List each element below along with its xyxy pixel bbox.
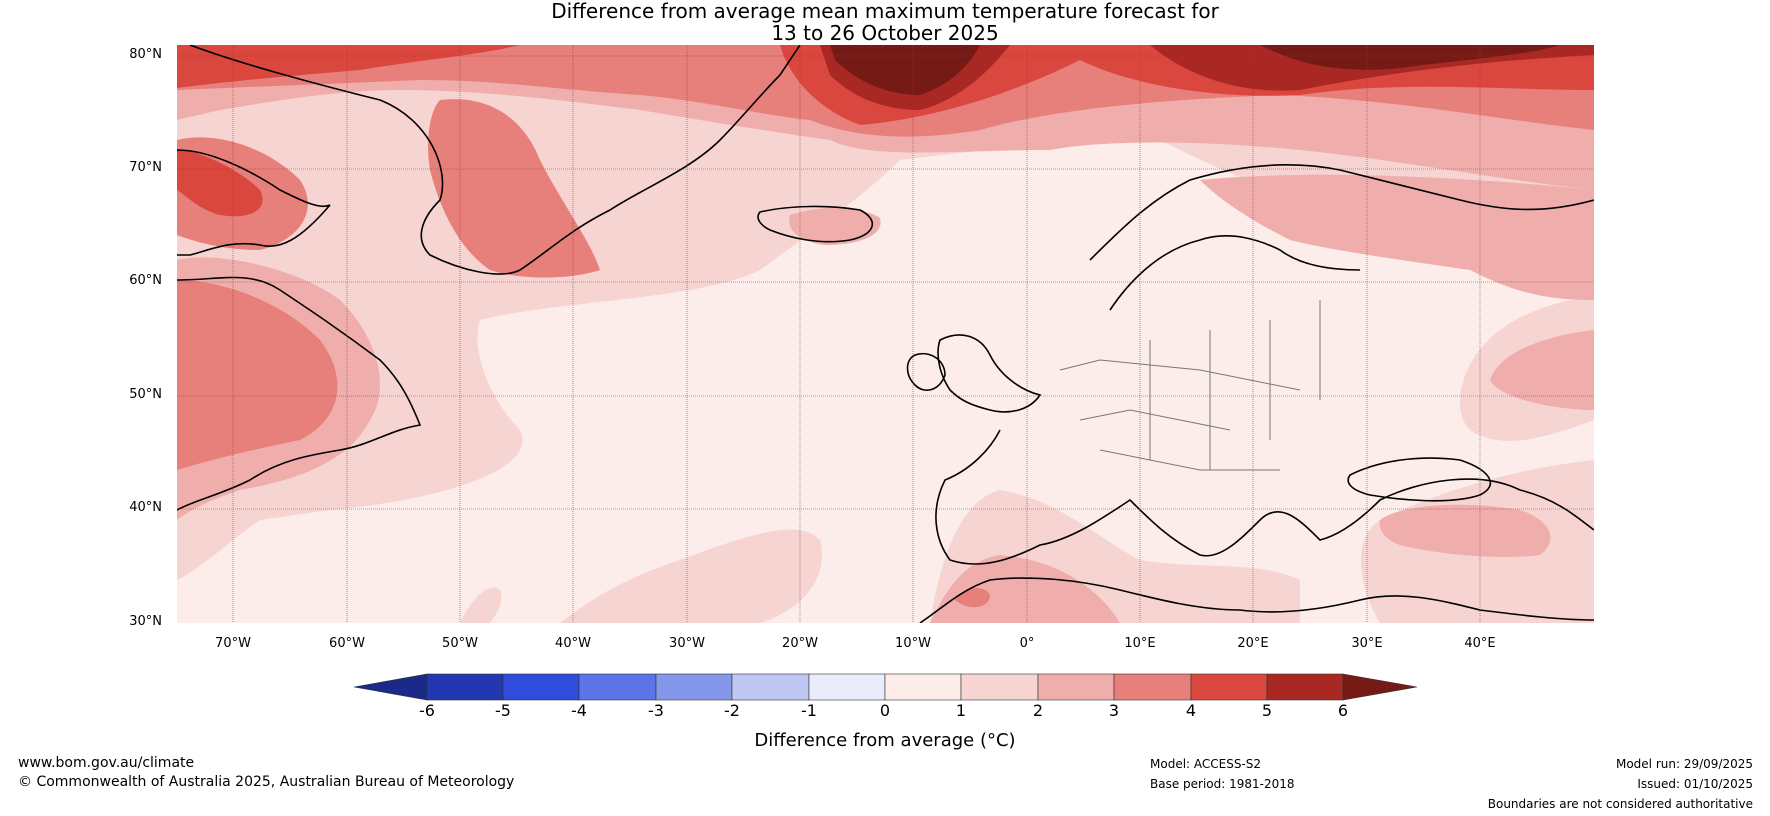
lon-label: 10°E xyxy=(1124,636,1156,651)
colorbar-segment xyxy=(1190,673,1268,701)
colorbar-segment xyxy=(1037,673,1115,701)
coastline-labrador xyxy=(177,276,422,511)
anomaly-region-2-3-iceland xyxy=(789,207,881,245)
colorbar-segment xyxy=(502,673,580,701)
colorbar-segment xyxy=(1266,673,1344,701)
coastline-black-sea xyxy=(1347,457,1492,502)
colorbar-tick: -2 xyxy=(724,701,740,720)
footer-model-run: Model run: 29/09/2025 xyxy=(1615,757,1753,771)
anomaly-region-3-4-greenland xyxy=(428,99,600,278)
lat-label: 40°N xyxy=(129,500,162,515)
colorbar-tick: 1 xyxy=(955,701,967,720)
lon-label: 40°E xyxy=(1464,636,1496,651)
lon-label: 40°W xyxy=(555,636,591,651)
colorbar-segment xyxy=(731,673,810,701)
lat-label: 50°N xyxy=(129,387,162,402)
colorbar-tick: 6 xyxy=(1337,701,1349,720)
anomaly-region-above-6-east xyxy=(1260,45,1560,70)
coastline-europe xyxy=(935,429,1594,565)
colorbar-tick: 3 xyxy=(1108,701,1120,720)
colorbar-tick: -6 xyxy=(419,701,435,720)
anomaly-region-2-3-turkey xyxy=(1379,504,1551,557)
footer-base-period: Base period: 1981-2018 xyxy=(1150,777,1295,791)
colorbar-segment xyxy=(426,673,504,701)
colorbar-label: Difference from average (°C) xyxy=(754,730,1016,751)
colorbar-high-extension xyxy=(1342,673,1418,701)
country-borders-path xyxy=(1059,300,1321,471)
coastline-ireland xyxy=(906,353,946,391)
lat-label: 60°N xyxy=(129,273,162,288)
colorbar-tick: -3 xyxy=(648,701,664,720)
anomaly-region-above-6 xyxy=(830,45,980,95)
colorbar-segment xyxy=(655,673,733,701)
anomaly-region-3-4-labrador xyxy=(177,280,338,470)
colorbar-segment xyxy=(884,673,962,701)
colorbar-tick: 0 xyxy=(879,701,891,720)
coastline-baffin xyxy=(177,149,331,256)
anomaly-region-2-3-kazakh xyxy=(1490,330,1594,410)
anomaly-region-4-5-baffin xyxy=(177,150,263,217)
lat-label: 70°N xyxy=(129,160,162,175)
footer-disclaimer: Boundaries are not considered authoritat… xyxy=(1487,797,1753,811)
colorbar-tick: -4 xyxy=(571,701,587,720)
country-borders xyxy=(1059,300,1321,471)
lon-label: 20°W xyxy=(782,636,818,651)
coastline-britain xyxy=(937,334,1042,413)
colorbar-segment xyxy=(808,673,886,701)
lon-label: 30°E xyxy=(1351,636,1383,651)
lon-label: 0° xyxy=(1019,636,1035,651)
colorbar-tick: 2 xyxy=(1032,701,1044,720)
map-title-line1: Difference from average mean maximum tem… xyxy=(551,0,1219,23)
coastline-iceland xyxy=(757,205,874,243)
temperature-anomaly-map xyxy=(177,45,1594,623)
map-title-line2: 13 to 26 October 2025 xyxy=(771,21,999,45)
footer-website: www.bom.gov.au/climate xyxy=(18,755,195,771)
colorbar-tick: 5 xyxy=(1261,701,1273,720)
anomaly-region-2-3-russia xyxy=(1200,174,1594,300)
anomaly-region-4-5 xyxy=(177,45,520,88)
coastline-greenland xyxy=(189,45,801,275)
colorbar-tick: -5 xyxy=(495,701,511,720)
colorbar-segment xyxy=(578,673,657,701)
colorbar-segment xyxy=(960,673,1039,701)
colorbar-tick: -1 xyxy=(801,701,817,720)
lat-label: 80°N xyxy=(129,47,162,62)
colorbar-tick: 4 xyxy=(1185,701,1197,720)
footer-issued: Issued: 01/10/2025 xyxy=(1637,777,1753,791)
colorbar-low-extension xyxy=(353,673,428,701)
colorbar-segment xyxy=(1113,673,1192,701)
gridlines xyxy=(177,45,1594,623)
lon-label: 30°W xyxy=(669,636,705,651)
lon-label: 70°W xyxy=(215,636,251,651)
footer-copyright: © Commonwealth of Australia 2025, Austra… xyxy=(18,774,515,790)
anomaly-region-1-2-south xyxy=(560,529,822,623)
coastlines xyxy=(177,45,1594,623)
lon-label: 50°W xyxy=(442,636,478,651)
anomaly-region-1-2-canary xyxy=(460,587,502,623)
lon-label: 10°W xyxy=(895,636,931,651)
coastline-scandinavia xyxy=(1089,164,1594,311)
lat-label: 30°N xyxy=(129,614,162,629)
colorbar xyxy=(353,673,1418,701)
lon-label: 20°E xyxy=(1237,636,1269,651)
footer-model: Model: ACCESS-S2 xyxy=(1150,757,1262,771)
lon-label: 60°W xyxy=(329,636,365,651)
